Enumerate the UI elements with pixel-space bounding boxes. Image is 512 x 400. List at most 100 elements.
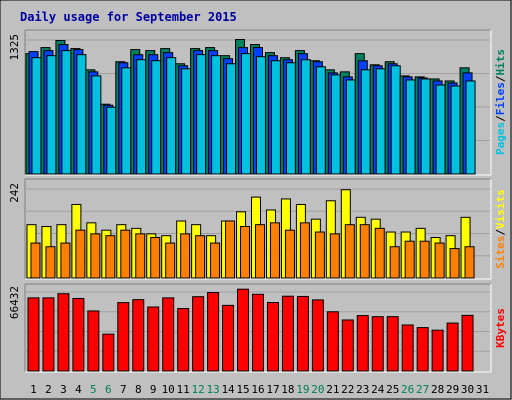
bar-kbytes-day-13 xyxy=(207,292,220,372)
xtick-label: 3 xyxy=(60,383,67,396)
bar-kbytes-day-13-body xyxy=(207,292,220,372)
bar-sites-day-28 xyxy=(434,242,445,279)
bar-kbytes-day-12-body xyxy=(192,296,205,372)
bar-sites-day-6-body xyxy=(105,235,116,279)
xtick-label: 28 xyxy=(431,383,444,396)
bar-pages-day-3 xyxy=(61,50,72,175)
bar-pages-day-14-body xyxy=(226,63,237,175)
xtick-label: 21 xyxy=(326,383,339,396)
xtick-label: 25 xyxy=(386,383,399,396)
bar-kbytes-day-21-body xyxy=(326,311,339,372)
bar-kbytes-day-26 xyxy=(401,324,414,372)
xtick-label: 29 xyxy=(446,383,459,396)
bar-pages-day-14 xyxy=(226,63,237,175)
xtick-label: 27 xyxy=(416,383,429,396)
legend-entry: Pages xyxy=(494,122,507,155)
bar-sites-day-14-body xyxy=(225,220,236,279)
bar-pages-day-19 xyxy=(300,59,311,175)
bar-pages-day-20-body xyxy=(315,66,326,175)
bar-sites-day-1-body xyxy=(30,242,41,279)
bar-pages-day-10 xyxy=(166,57,177,175)
bar-pages-day-2-body xyxy=(46,55,57,175)
bar-pages-day-10-body xyxy=(166,57,177,175)
bar-kbytes-day-5-body xyxy=(87,310,100,372)
xtick-label: 2 xyxy=(45,383,52,396)
bar-kbytes-day-20-body xyxy=(311,299,324,372)
bar-kbytes-day-19 xyxy=(296,295,309,372)
bar-sites-day-2-body xyxy=(45,246,56,279)
bar-pages-day-13-body xyxy=(211,55,222,175)
bar-sites-day-30 xyxy=(464,246,475,279)
bar-sites-day-19 xyxy=(299,222,310,279)
bar-pages-day-1 xyxy=(31,57,42,175)
bar-sites-day-3 xyxy=(60,242,71,279)
bar-pages-day-7-body xyxy=(121,67,132,175)
bar-sites-day-10 xyxy=(165,242,176,279)
bar-pages-day-23 xyxy=(360,69,371,175)
xtick-label: 1 xyxy=(30,383,37,396)
bar-kbytes-day-10 xyxy=(162,297,175,372)
x-axis: 1 2 3 4 5 6 7 8 9 10 11 12 13 14 15 16 17 18 19 20 21 22 23 24 2… xyxy=(30,383,489,396)
bar-kbytes-day-1 xyxy=(27,297,40,372)
xtick-label: 17 xyxy=(266,383,279,396)
bar-kbytes-day-11-body xyxy=(177,308,190,372)
bar-kbytes-day-3 xyxy=(57,293,70,372)
xtick-label: 8 xyxy=(135,383,142,396)
bar-pages-day-16-body xyxy=(256,56,266,175)
bar-kbytes-day-1-body xyxy=(27,297,40,372)
bar-kbytes-day-14 xyxy=(222,304,235,372)
bar-pages-day-27 xyxy=(420,78,431,175)
bar-pages-day-4 xyxy=(76,54,87,175)
bar-sites-day-29 xyxy=(449,248,460,279)
bar-pages-day-7 xyxy=(121,67,132,175)
bar-sites-day-18 xyxy=(284,229,295,279)
bar-pages-day-24-body xyxy=(375,68,386,175)
chart-title: Daily usage for September 2015 xyxy=(20,10,237,24)
bar-kbytes-day-5 xyxy=(87,310,100,372)
bar-sites-day-15 xyxy=(240,226,251,279)
bar-pages-day-30 xyxy=(465,80,476,175)
xtick-label: 6 xyxy=(105,383,112,396)
chart-panels: 1325Pages/Files/Hits242Sites/Visits66432… xyxy=(8,29,507,373)
xtick-label: 12 xyxy=(192,383,205,396)
bar-kbytes-day-6-body xyxy=(102,333,115,372)
bar-kbytes-day-21 xyxy=(326,311,339,372)
xtick-label: 16 xyxy=(251,383,264,396)
bar-kbytes-day-28-body xyxy=(431,329,444,372)
bar-sites-day-9-body xyxy=(150,237,161,279)
bar-pages-day-29-body xyxy=(450,85,461,175)
ytick-label: 242 xyxy=(8,183,21,203)
bar-sites-day-14 xyxy=(225,220,236,279)
bar-sites-day-17 xyxy=(269,222,280,279)
bar-pages-day-17-body xyxy=(270,60,281,175)
bar-sites-day-29-body xyxy=(449,248,460,279)
bar-pages-day-11 xyxy=(181,68,192,175)
bar-pages-day-6-body xyxy=(106,106,117,175)
bar-kbytes-day-16 xyxy=(252,293,264,372)
bar-pages-day-21-body xyxy=(330,74,341,175)
xtick-label: 18 xyxy=(281,383,294,396)
bar-kbytes-day-18 xyxy=(281,295,294,372)
bar-pages-day-8-body xyxy=(136,59,147,175)
bar-kbytes-day-23 xyxy=(356,315,369,372)
bar-kbytes-day-12 xyxy=(192,296,205,372)
bar-kbytes-day-18-body xyxy=(281,295,294,372)
bar-kbytes-day-23-body xyxy=(356,315,369,372)
bar-pages-day-9 xyxy=(151,60,162,175)
bar-kbytes-day-2 xyxy=(42,297,55,372)
legend-entry: Sites xyxy=(494,236,507,269)
bar-sites-day-2 xyxy=(45,246,56,279)
bar-pages-day-20 xyxy=(315,66,326,175)
bar-kbytes-day-22-body xyxy=(341,319,354,372)
bar-pages-day-26 xyxy=(405,79,416,175)
bar-pages-day-24 xyxy=(375,68,386,175)
bar-kbytes-day-30 xyxy=(461,314,474,372)
bar-kbytes-day-22 xyxy=(341,319,354,372)
bar-pages-day-22 xyxy=(345,79,356,175)
xtick-label: 23 xyxy=(356,383,369,396)
legend-entry: Hits xyxy=(494,49,507,76)
bar-sites-day-27 xyxy=(419,240,430,279)
bar-sites-day-25-body xyxy=(389,246,400,279)
bar-kbytes-day-24 xyxy=(371,316,384,372)
